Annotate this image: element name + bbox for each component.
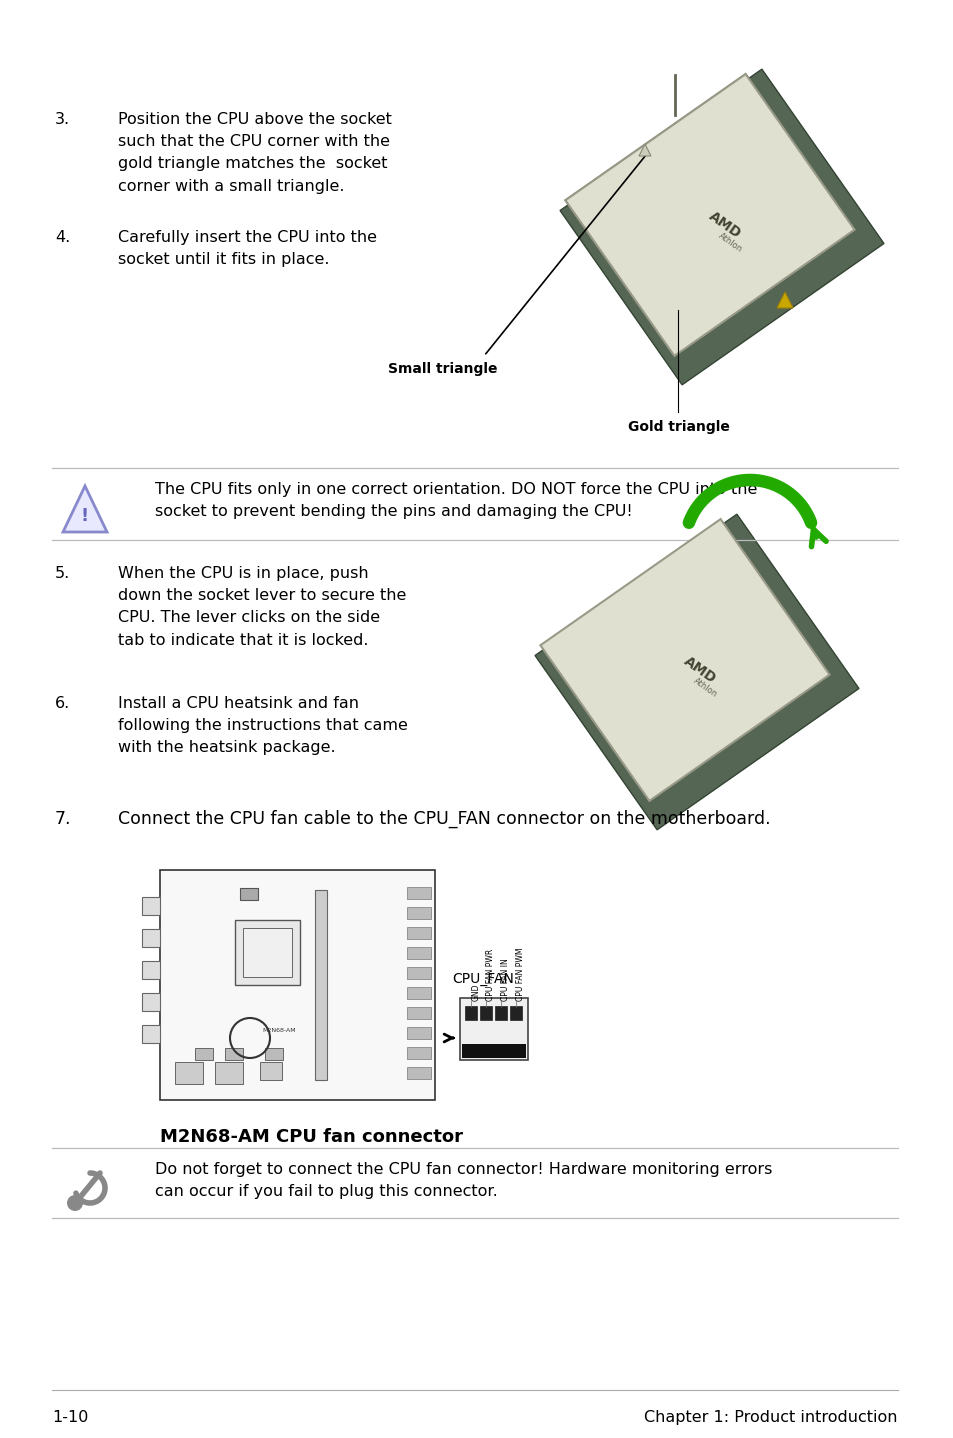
Bar	[214, 1063, 243, 1084]
Bar	[407, 1027, 431, 1040]
Text: Position the CPU above the socket
such that the CPU corner with the
gold triangl: Position the CPU above the socket such t…	[118, 112, 392, 194]
Bar	[160, 870, 435, 1100]
Bar	[194, 1048, 213, 1060]
Text: 1-10: 1-10	[52, 1411, 89, 1425]
Text: 3.: 3.	[55, 112, 71, 127]
Text: M2N68-AM CPU fan connector: M2N68-AM CPU fan connector	[160, 1127, 462, 1146]
Bar	[260, 1063, 282, 1080]
Bar	[407, 1007, 431, 1020]
Polygon shape	[776, 292, 792, 308]
Bar	[243, 928, 292, 976]
Polygon shape	[639, 144, 650, 155]
Bar	[461, 1044, 525, 1058]
Text: GND: GND	[471, 984, 480, 1001]
Bar	[407, 948, 431, 959]
Bar	[142, 961, 160, 979]
Bar	[480, 1007, 492, 1020]
Text: AMD: AMD	[705, 209, 743, 242]
Text: Install a CPU heatsink and fan
following the instructions that came
with the hea: Install a CPU heatsink and fan following…	[118, 696, 408, 755]
Bar	[142, 897, 160, 915]
Text: M2N68-AM: M2N68-AM	[262, 1028, 295, 1032]
Bar	[234, 920, 299, 985]
Text: Athlon: Athlon	[716, 232, 743, 255]
Text: CPU_FAN: CPU_FAN	[452, 972, 514, 986]
Polygon shape	[565, 75, 854, 357]
Text: CPU FAN IN: CPU FAN IN	[501, 958, 510, 1001]
Bar	[142, 1025, 160, 1043]
Bar	[407, 986, 431, 999]
Text: AMD: AMD	[680, 654, 718, 686]
Bar	[495, 1007, 507, 1020]
Text: The CPU fits only in one correct orientation. DO NOT force the CPU into the
sock: The CPU fits only in one correct orienta…	[154, 482, 757, 519]
Text: 5.: 5.	[55, 567, 71, 581]
Text: 6.: 6.	[55, 696, 71, 710]
Bar	[510, 1007, 522, 1020]
Text: CPU FAN PWM: CPU FAN PWM	[516, 948, 525, 1001]
Bar	[174, 1063, 203, 1084]
Bar	[407, 1067, 431, 1078]
Polygon shape	[63, 486, 107, 532]
Bar	[265, 1048, 283, 1060]
Bar	[465, 1007, 477, 1020]
Text: Connect the CPU fan cable to the CPU_FAN connector on the motherboard.: Connect the CPU fan cable to the CPU_FAN…	[118, 810, 770, 828]
Bar	[407, 907, 431, 919]
Text: Do not forget to connect the CPU fan connector! Hardware monitoring errors
can o: Do not forget to connect the CPU fan con…	[154, 1162, 772, 1199]
Bar	[142, 994, 160, 1011]
Bar	[459, 998, 527, 1060]
Polygon shape	[539, 519, 829, 801]
Text: Small triangle: Small triangle	[388, 362, 497, 375]
Text: Gold triangle: Gold triangle	[627, 420, 729, 434]
Text: CPU FAN PWR: CPU FAN PWR	[486, 949, 495, 1001]
Bar	[407, 1047, 431, 1058]
Circle shape	[67, 1195, 83, 1211]
Text: Chapter 1: Product introduction: Chapter 1: Product introduction	[644, 1411, 897, 1425]
Polygon shape	[535, 515, 858, 830]
Text: !: !	[81, 508, 89, 525]
Text: 4.: 4.	[55, 230, 71, 244]
Bar	[407, 928, 431, 939]
Text: Athlon: Athlon	[691, 676, 718, 699]
Polygon shape	[559, 69, 883, 385]
Bar	[142, 929, 160, 948]
Bar	[240, 889, 257, 900]
Bar	[225, 1048, 243, 1060]
Bar	[407, 887, 431, 899]
Text: When the CPU is in place, push
down the socket lever to secure the
CPU. The leve: When the CPU is in place, push down the …	[118, 567, 406, 647]
Bar	[314, 890, 327, 1080]
Bar	[407, 966, 431, 979]
Text: 7.: 7.	[55, 810, 71, 828]
Polygon shape	[565, 75, 854, 357]
Text: Carefully insert the CPU into the
socket until it fits in place.: Carefully insert the CPU into the socket…	[118, 230, 376, 267]
